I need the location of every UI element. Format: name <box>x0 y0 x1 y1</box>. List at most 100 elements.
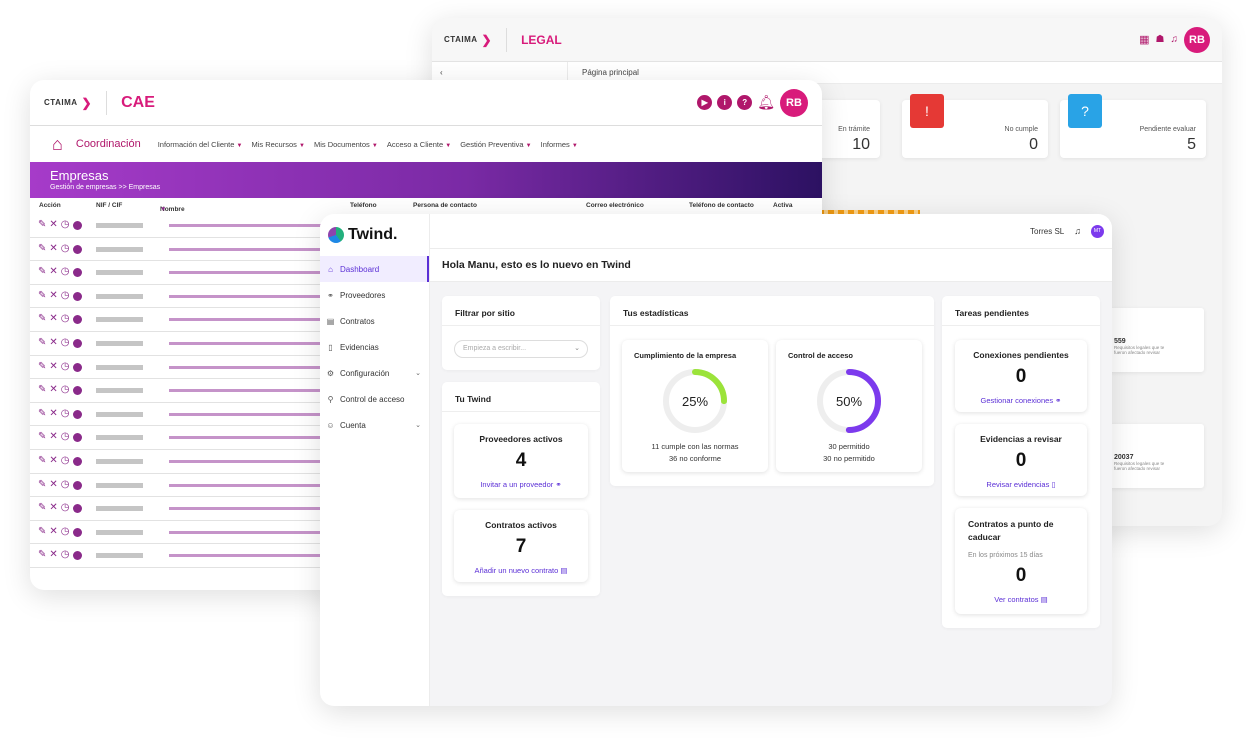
edit-icon[interactable]: ✎ <box>38 502 47 514</box>
history-icon[interactable]: ◷ <box>60 454 70 466</box>
edit-icon[interactable]: ✎ <box>38 266 47 278</box>
delete-icon[interactable]: ✕ <box>49 219 58 230</box>
info-icon[interactable] <box>72 338 82 348</box>
history-icon[interactable]: ◷ <box>60 219 70 230</box>
delete-icon[interactable]: ✕ <box>49 384 58 396</box>
delete-icon[interactable]: ✕ <box>49 407 58 419</box>
info-icon[interactable] <box>72 409 82 419</box>
edit-icon[interactable]: ✎ <box>38 407 47 419</box>
info-icon[interactable] <box>72 527 82 537</box>
site-search-input[interactable]: Empieza a escribir... ⌄ <box>454 340 588 358</box>
info-icon[interactable]: i <box>717 95 733 110</box>
nav-informacion-cliente[interactable]: Información del Cliente ▼ <box>157 139 243 149</box>
sidebar-item-evidencias[interactable]: ▯ Evidencias <box>320 334 429 360</box>
name-placeholder[interactable] <box>169 483 329 487</box>
delete-icon[interactable]: ✕ <box>49 431 58 443</box>
nav-coordinacion[interactable]: Coordinación <box>75 138 141 150</box>
delete-icon[interactable]: ✕ <box>49 336 58 348</box>
delete-icon[interactable]: ✕ <box>49 266 58 278</box>
nav-mis-documentos[interactable]: Mis Documentos ▼ <box>313 139 378 149</box>
info-icon[interactable] <box>72 244 82 254</box>
delete-icon[interactable]: ✕ <box>49 525 58 537</box>
edit-icon[interactable]: ✎ <box>38 313 47 325</box>
invitar-proveedor-link[interactable]: Invitar a un proveedor ⚭ <box>480 480 562 489</box>
name-placeholder[interactable] <box>169 412 329 416</box>
delete-icon[interactable]: ✕ <box>49 454 58 466</box>
help-icon[interactable]: ? <box>737 95 753 110</box>
edit-icon[interactable]: ✎ <box>38 336 47 348</box>
edit-icon[interactable]: ✎ <box>38 219 47 230</box>
history-icon[interactable]: ◷ <box>60 384 70 396</box>
gestionar-conexiones-link[interactable]: Gestionar conexiones ⚭ <box>980 396 1062 405</box>
delete-icon[interactable]: ✕ <box>49 549 58 561</box>
history-icon[interactable]: ◷ <box>60 407 70 419</box>
name-placeholder[interactable] <box>169 436 329 440</box>
delete-icon[interactable]: ✕ <box>49 360 58 372</box>
info-icon[interactable] <box>72 362 82 372</box>
ver-contratos-link[interactable]: Ver contratos ▤ <box>994 595 1048 604</box>
history-icon[interactable]: ◷ <box>60 266 70 278</box>
name-placeholder[interactable] <box>169 530 329 534</box>
edit-icon[interactable]: ✎ <box>38 289 47 301</box>
edit-icon[interactable]: ✎ <box>38 525 47 537</box>
sidebar-item-contratos[interactable]: ▤ Contratos <box>326 316 375 326</box>
history-icon[interactable]: ◷ <box>60 289 70 301</box>
col-telefono-contacto[interactable]: Teléfono de contacto <box>689 202 754 209</box>
history-icon[interactable]: ◷ <box>60 242 70 254</box>
sidebar-item-control-acceso[interactable]: ⚲ Control de acceso <box>327 394 405 404</box>
info-icon[interactable] <box>72 315 82 325</box>
edit-icon[interactable]: ✎ <box>38 478 47 490</box>
play-icon[interactable]: ▶ <box>697 95 713 110</box>
history-icon[interactable]: ◷ <box>60 525 70 537</box>
bell-icon[interactable]: ♫ <box>1170 34 1179 45</box>
avatar[interactable]: RB <box>1184 26 1210 53</box>
home-icon[interactable]: ⌂ <box>52 133 63 154</box>
delete-icon[interactable]: ✕ <box>49 478 58 490</box>
delete-icon[interactable]: ✕ <box>49 289 58 301</box>
nav-acceso-cliente[interactable]: Acceso a Cliente ▼ <box>386 139 452 149</box>
info-icon[interactable] <box>72 221 82 230</box>
col-telefono[interactable]: Teléfono <box>350 202 377 209</box>
name-placeholder[interactable] <box>169 294 329 298</box>
twind-logo[interactable]: Twind. <box>320 214 429 256</box>
name-placeholder[interactable] <box>169 224 329 227</box>
nuevo-contrato-link[interactable]: Añadir un nuevo contrato ▤ <box>474 566 568 575</box>
name-placeholder[interactable] <box>169 459 329 463</box>
delete-icon[interactable]: ✕ <box>49 502 58 514</box>
edit-icon[interactable]: ✎ <box>38 431 47 443</box>
name-placeholder[interactable] <box>169 507 329 511</box>
avatar[interactable]: MT <box>1091 224 1104 238</box>
info-icon[interactable] <box>72 433 82 443</box>
info-icon[interactable] <box>72 456 82 466</box>
history-icon[interactable]: ◷ <box>60 360 70 372</box>
company-selector[interactable]: Torres SL <box>1030 226 1065 236</box>
nav-informes[interactable]: Informes ▼ <box>540 139 578 149</box>
edit-icon[interactable]: ✎ <box>38 454 47 466</box>
bell-icon[interactable]: 🔔︎ <box>757 94 775 110</box>
name-placeholder[interactable] <box>169 389 329 393</box>
edit-icon[interactable]: ✎ <box>38 242 47 254</box>
nav-gestion-preventiva[interactable]: Gestión Preventiva ▼ <box>460 139 532 149</box>
info-icon[interactable] <box>72 551 82 561</box>
delete-icon[interactable]: ✕ <box>49 242 58 254</box>
history-icon[interactable]: ◷ <box>60 336 70 348</box>
info-icon[interactable] <box>72 291 82 301</box>
sidebar-item-dashboard[interactable]: ⌂ Dashboard <box>320 256 429 282</box>
bell-icon[interactable]: ♫ <box>1074 226 1081 236</box>
info-icon[interactable] <box>72 386 82 396</box>
apps-grid-icon[interactable]: ▦ <box>1139 34 1150 46</box>
info-icon[interactable] <box>72 268 82 278</box>
edit-icon[interactable]: ✎ <box>38 360 47 372</box>
sidebar-item-cuenta[interactable]: ☺ Cuenta ⌄ <box>326 420 421 430</box>
name-placeholder[interactable] <box>169 365 329 369</box>
robot-icon[interactable]: ☗ <box>1155 34 1165 45</box>
sidebar-item-configuracion[interactable]: ⚙ Configuración ⌄ <box>326 368 421 378</box>
history-icon[interactable]: ◷ <box>60 478 70 490</box>
edit-icon[interactable]: ✎ <box>38 384 47 396</box>
avatar[interactable]: RB <box>780 88 808 117</box>
col-nif[interactable]: NIF / CIF <box>96 202 123 209</box>
col-persona-contacto[interactable]: Persona de contacto <box>413 202 477 209</box>
nav-mis-recursos[interactable]: Mis Recursos ▼ <box>251 139 305 149</box>
history-icon[interactable]: ◷ <box>60 502 70 514</box>
col-correo[interactable]: Correo electrónico <box>586 202 644 209</box>
